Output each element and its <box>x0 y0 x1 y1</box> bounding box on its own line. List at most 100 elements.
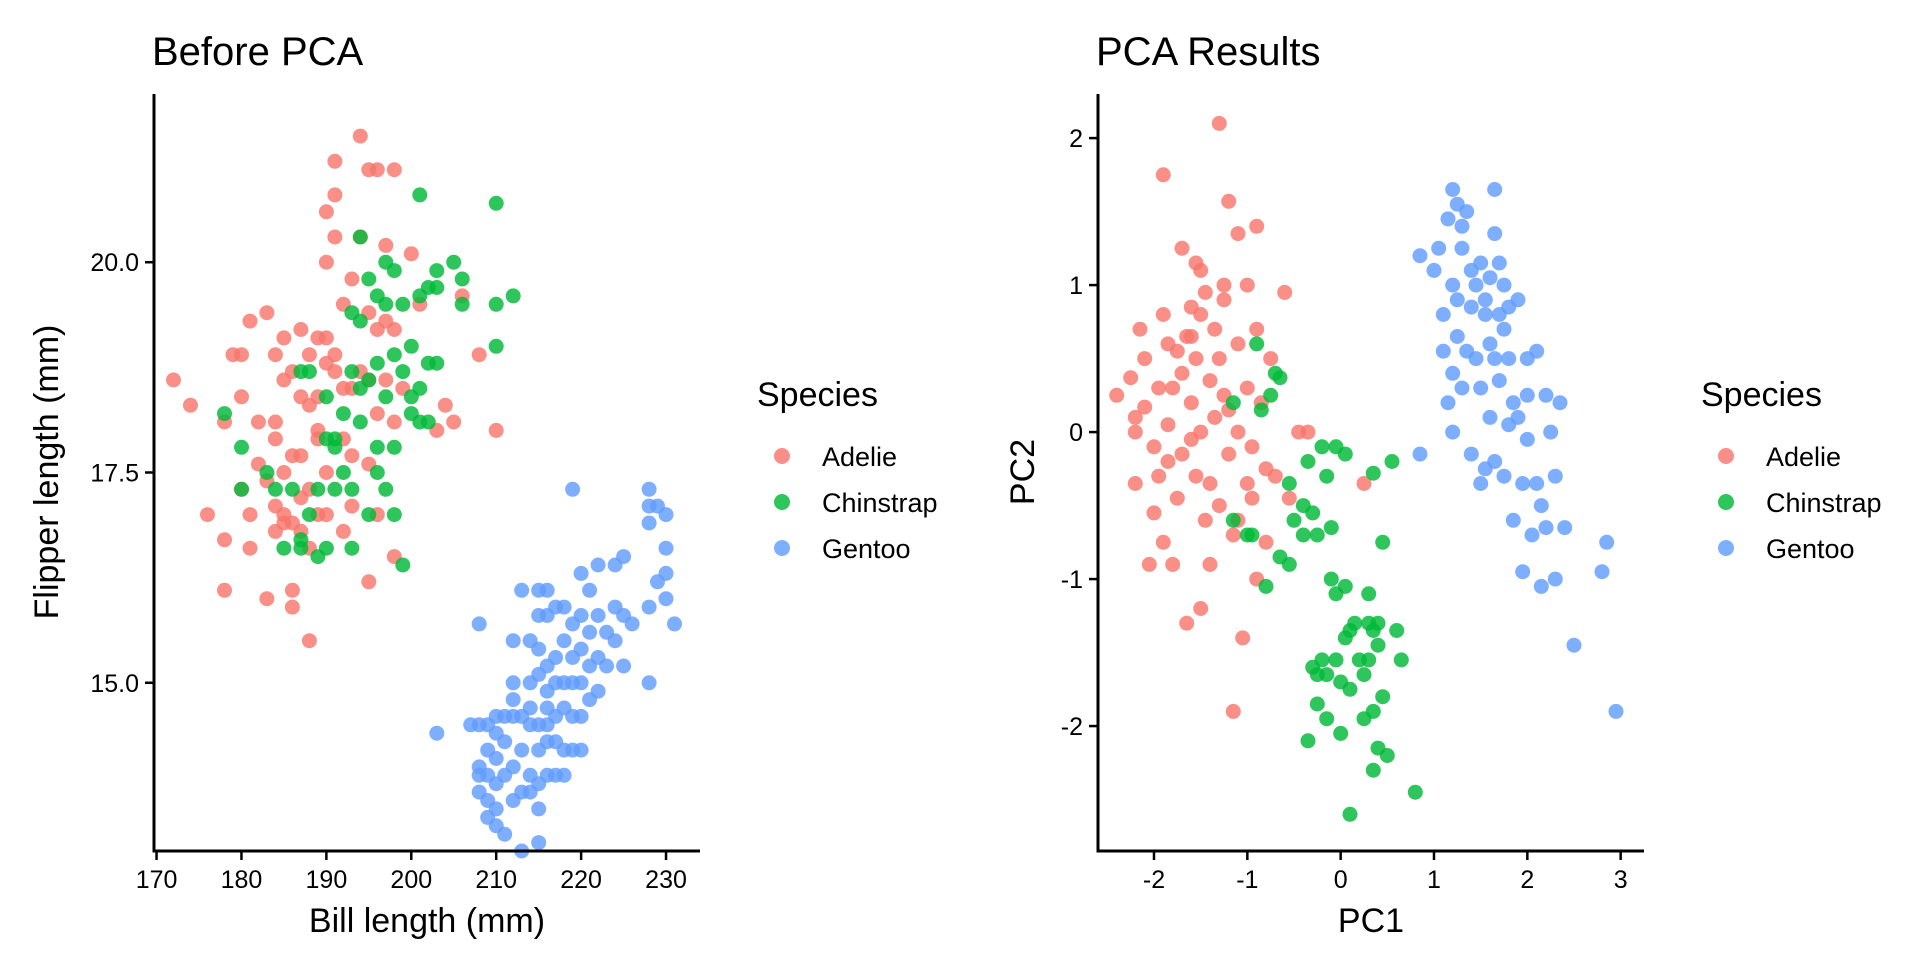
point-chinstrap <box>420 414 436 430</box>
point-gentoo <box>556 633 572 649</box>
point-adelie <box>1225 527 1241 543</box>
point-gentoo <box>1496 321 1512 337</box>
legend-key-gentoo <box>1718 540 1734 556</box>
point-chinstrap <box>293 532 309 548</box>
point-chinstrap <box>1370 637 1386 653</box>
point-gentoo <box>1547 468 1563 484</box>
point-gentoo <box>471 616 487 632</box>
point-gentoo <box>1487 454 1503 469</box>
point-adelie <box>242 313 258 329</box>
point-gentoo <box>1510 292 1526 308</box>
x-tick-label: -1 <box>1236 866 1258 894</box>
point-gentoo <box>1557 520 1573 536</box>
point-adelie <box>327 187 343 203</box>
point-adelie <box>276 330 292 346</box>
point-adelie <box>259 591 275 607</box>
point-chinstrap <box>1361 652 1377 668</box>
point-chinstrap <box>1300 454 1316 469</box>
x-tick-label: -2 <box>1143 866 1165 894</box>
point-gentoo <box>1519 387 1535 403</box>
point-adelie <box>1132 321 1148 337</box>
point-adelie <box>378 237 394 253</box>
point-chinstrap <box>1356 667 1372 683</box>
point-gentoo <box>1445 365 1461 381</box>
point-gentoo <box>1515 564 1531 580</box>
point-chinstrap <box>1225 512 1241 528</box>
point-adelie <box>166 372 181 388</box>
point-adelie <box>1174 240 1190 256</box>
point-adelie <box>1202 373 1218 389</box>
point-gentoo <box>1435 307 1451 322</box>
point-chinstrap <box>1361 586 1377 602</box>
point-adelie <box>1277 284 1293 300</box>
point-gentoo <box>1538 387 1554 403</box>
point-adelie <box>1258 534 1274 550</box>
y-tick-label: -1 <box>1061 566 1083 594</box>
point-gentoo <box>667 616 682 632</box>
point-chinstrap <box>395 557 411 573</box>
y-tick-label: -2 <box>1061 713 1083 741</box>
point-adelie <box>1225 703 1241 719</box>
point-adelie <box>1127 476 1143 491</box>
point-chinstrap <box>1375 689 1391 705</box>
point-chinstrap <box>412 380 428 396</box>
x-tick-label: 220 <box>560 866 602 894</box>
point-chinstrap <box>1286 512 1302 528</box>
point-adelie <box>183 397 198 413</box>
point-chinstrap <box>1379 748 1395 763</box>
y-tick-label: 1 <box>1069 272 1083 300</box>
point-adelie <box>301 633 317 649</box>
point-gentoo <box>429 725 445 741</box>
point-gentoo <box>1454 240 1470 256</box>
point-gentoo <box>1519 431 1535 447</box>
point-adelie <box>242 540 258 556</box>
point-gentoo <box>590 683 606 699</box>
point-chinstrap <box>301 364 317 380</box>
point-gentoo <box>497 734 513 750</box>
point-gentoo <box>556 599 572 615</box>
point-adelie <box>437 397 453 413</box>
point-chinstrap <box>361 372 377 388</box>
point-adelie <box>1239 476 1255 491</box>
point-adelie <box>344 448 360 464</box>
pca-results-panel: PCA Results -2 -1 0 1 2 3 -2 -1 0 1 2 PC1 PC2 Spe… <box>1004 30 1882 940</box>
point-chinstrap <box>1384 454 1400 469</box>
point-adelie <box>1174 365 1190 381</box>
point-chinstrap <box>352 414 368 430</box>
legend: Species Adelie Chinstrap Gentoo <box>1701 376 1882 564</box>
point-adelie <box>403 246 419 262</box>
point-chinstrap <box>386 507 402 523</box>
point-chinstrap <box>344 540 360 556</box>
point-adelie <box>327 229 343 245</box>
point-gentoo <box>1505 395 1521 411</box>
point-adelie <box>1263 351 1279 367</box>
point-chinstrap <box>378 481 394 497</box>
point-adelie <box>1141 556 1157 572</box>
legend: Species Adelie Chinstrap Gentoo <box>757 376 938 564</box>
point-chinstrap <box>505 288 521 304</box>
point-gentoo <box>1445 277 1461 293</box>
y-ticks: -2 -1 0 1 2 <box>1061 125 1098 741</box>
point-adelie <box>1244 439 1260 455</box>
point-gentoo <box>1608 703 1624 719</box>
point-gentoo <box>1426 262 1442 278</box>
point-chinstrap <box>1342 623 1358 638</box>
point-gentoo <box>1599 534 1615 550</box>
point-gentoo <box>522 675 538 691</box>
point-adelie <box>267 431 283 447</box>
point-chinstrap <box>1323 571 1339 587</box>
point-gentoo <box>573 641 589 657</box>
x-tick-label: 180 <box>221 866 263 894</box>
point-chinstrap <box>446 254 462 270</box>
point-chinstrap <box>310 481 326 497</box>
point-gentoo <box>1491 255 1507 271</box>
y-tick-label: 2 <box>1069 125 1083 153</box>
point-gentoo <box>1519 351 1535 367</box>
point-gentoo <box>1533 498 1549 514</box>
point-chinstrap <box>1337 578 1353 594</box>
y-tick-label: 0 <box>1069 419 1083 447</box>
point-adelie <box>1155 307 1171 322</box>
point-adelie <box>1123 370 1139 386</box>
x-tick-label: 3 <box>1614 866 1628 894</box>
